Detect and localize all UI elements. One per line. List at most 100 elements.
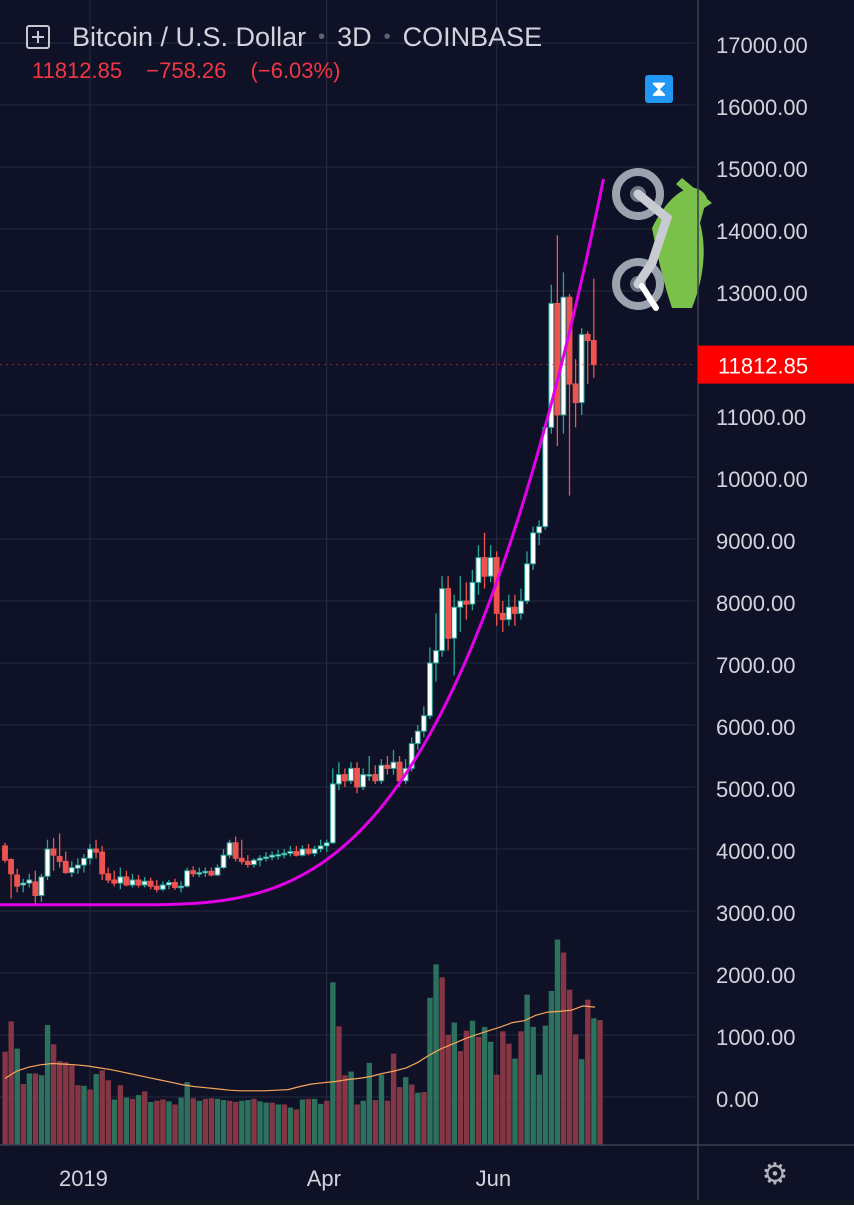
y-tick-label: 3000.00 — [716, 901, 796, 926]
candle — [518, 588, 524, 620]
candle-body — [26, 879, 33, 884]
candle-body — [305, 848, 312, 854]
volume-bar — [403, 1077, 409, 1145]
volume-bar — [160, 1099, 166, 1145]
volume-bar — [579, 1059, 585, 1145]
volume-bar — [50, 1044, 57, 1145]
y-tick-label: 9000.00 — [716, 529, 796, 554]
hourglass-icon[interactable]: ⧗ — [645, 75, 673, 103]
candle — [153, 880, 160, 893]
candle — [293, 845, 300, 857]
volume-bar — [154, 1100, 160, 1145]
candle — [214, 864, 221, 877]
candle — [14, 868, 21, 893]
volume-bar — [560, 952, 567, 1145]
volume-bar — [245, 1100, 251, 1145]
volume-bar — [275, 1104, 281, 1145]
volume-bar — [220, 1100, 227, 1145]
candle — [257, 855, 263, 867]
candle — [238, 839, 245, 865]
candle — [414, 725, 421, 750]
y-tick-label: 5000.00 — [716, 777, 796, 802]
candle — [184, 867, 190, 888]
settings-gear-icon[interactable]: ⚙ — [761, 1158, 789, 1191]
volume-bar — [8, 1021, 14, 1145]
candle — [542, 426, 549, 530]
candle — [269, 851, 275, 861]
interval-label[interactable]: 3D — [337, 21, 372, 52]
candle-body — [123, 876, 130, 886]
candle — [572, 359, 579, 428]
candle — [190, 866, 197, 877]
volume-bar — [536, 1074, 542, 1145]
volume-bar — [117, 1085, 124, 1145]
candle-body — [554, 302, 561, 416]
candle-body — [62, 860, 69, 874]
volume-bar — [32, 1073, 39, 1145]
candle-body — [147, 880, 154, 887]
volume-bar — [105, 1080, 111, 1145]
volume-bar — [172, 1104, 178, 1145]
candle-body — [275, 854, 282, 857]
volume-bar — [196, 1100, 203, 1145]
symbol-name[interactable]: Bitcoin / U.S. Dollar — [72, 21, 307, 52]
candle — [99, 845, 106, 880]
candle-body — [499, 612, 506, 621]
candle-body — [590, 340, 597, 366]
candle-body — [420, 715, 427, 732]
add-symbol-icon[interactable] — [26, 25, 50, 49]
candle — [87, 844, 93, 865]
y-tick-label: 7000.00 — [716, 653, 796, 678]
volume-bar — [257, 1101, 263, 1145]
candle-body — [250, 859, 257, 865]
y-tick-label: 1000.00 — [716, 1025, 796, 1050]
exhaust — [639, 283, 659, 311]
candle — [56, 833, 63, 868]
candle-body — [475, 557, 482, 583]
candle — [202, 867, 209, 877]
candle-body — [481, 557, 488, 577]
candle — [129, 873, 136, 888]
volume-bar — [597, 1020, 603, 1145]
candle — [8, 858, 14, 899]
y-tick-label: 10000.00 — [716, 467, 808, 492]
candle-body — [32, 881, 39, 896]
candle — [178, 881, 184, 893]
candle-body — [329, 783, 336, 844]
candle — [457, 576, 464, 632]
volume-bar — [287, 1107, 294, 1145]
volume-bar — [427, 997, 433, 1145]
candle-body — [342, 774, 348, 782]
volume-bar — [214, 1098, 221, 1145]
volume-bar — [342, 1075, 348, 1145]
candle-body — [153, 885, 160, 890]
candle-body — [463, 600, 470, 605]
candle — [354, 762, 360, 794]
candle — [536, 520, 543, 546]
y-tick-label: 15000.00 — [716, 157, 808, 182]
candle-body — [14, 874, 21, 887]
candle — [487, 545, 494, 583]
candle-body — [129, 879, 136, 886]
volume-bar — [372, 1100, 379, 1145]
candle-body — [87, 848, 93, 859]
candle-body — [548, 302, 555, 428]
candle — [299, 845, 306, 857]
candle-body — [226, 842, 233, 856]
volume-bar — [518, 1031, 524, 1145]
y-tick-label: 14000.00 — [716, 219, 808, 244]
candle — [420, 706, 427, 738]
candle-body — [360, 774, 367, 788]
candle — [117, 867, 124, 890]
volume-bar — [233, 1101, 239, 1145]
volume-bar — [554, 939, 561, 1145]
candle — [250, 858, 257, 868]
candle — [311, 845, 318, 857]
candle-body — [190, 870, 197, 875]
candle-body — [378, 764, 385, 782]
price-tag-label: 11812.85 — [718, 354, 808, 379]
candle-body — [257, 857, 263, 861]
